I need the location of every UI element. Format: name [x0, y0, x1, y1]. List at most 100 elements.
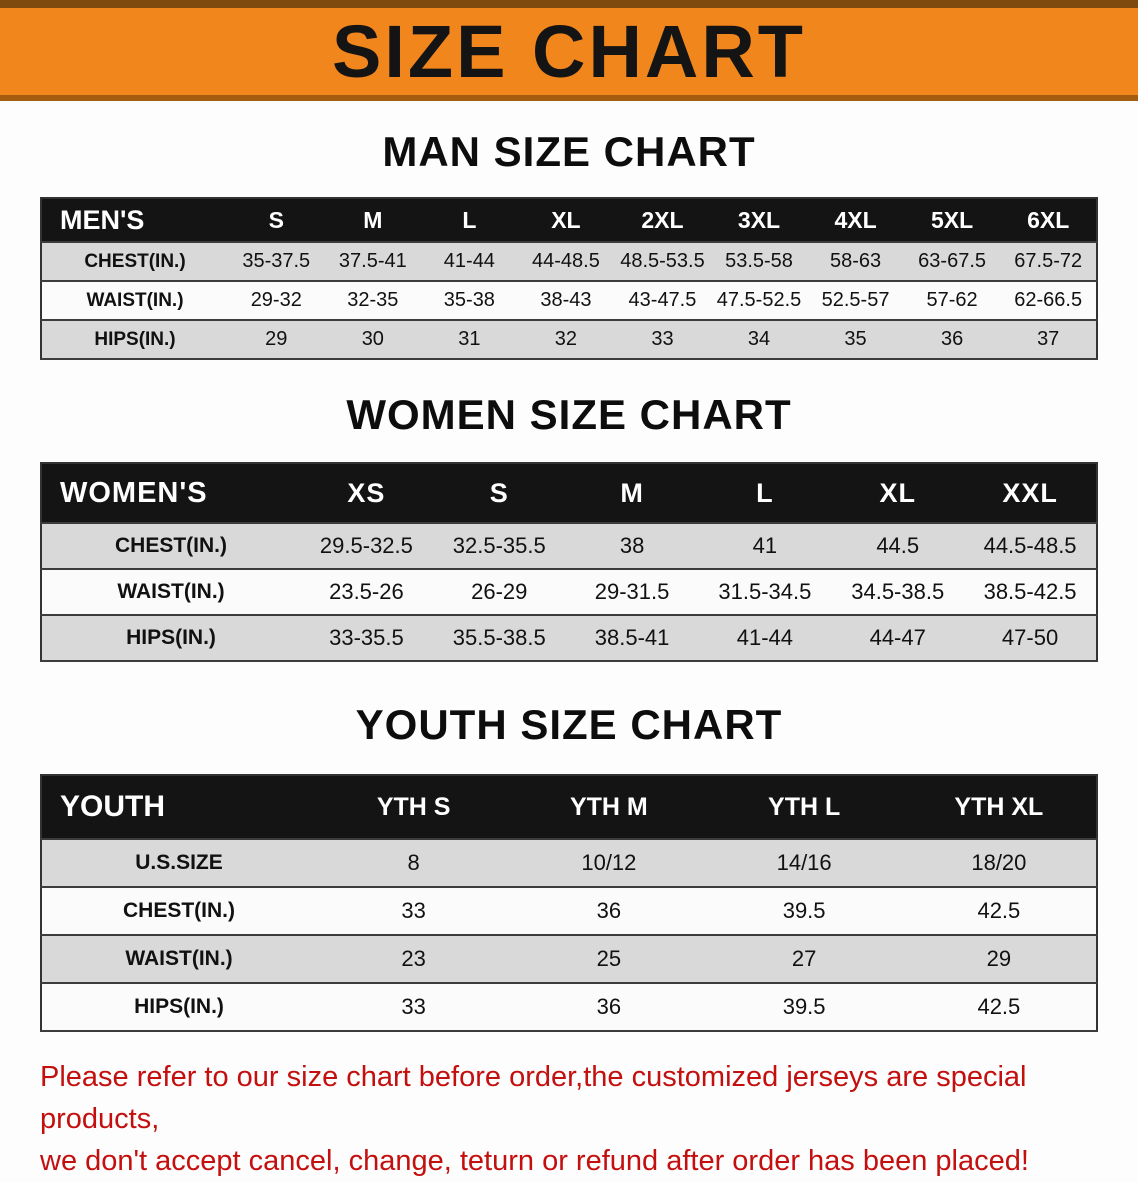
size-value: 62-66.5	[1000, 280, 1097, 321]
size-value: 31.5-34.5	[698, 568, 832, 616]
man-size-chart-heading: MAN SIZE CHART	[382, 128, 756, 175]
size-value: 35.5-38.5	[432, 614, 566, 662]
men-size-table: MEN'S S M L XL 2XL 3XL 4XL 5XL 6XL CHEST(IN.) 35-37…	[40, 197, 1098, 360]
size-value: 29-31.5	[565, 568, 699, 616]
table-corner-label: WOMEN'S	[41, 463, 300, 523]
size-column-header: 3XL	[710, 198, 808, 242]
table-row: WAIST(IN.) 23.5-26 26-29 29-31.5 31.5-34.5 34…	[41, 568, 1097, 616]
size-column-header: L	[698, 463, 832, 523]
size-value: 23.5-26	[300, 568, 433, 616]
size-value: 52.5-57	[807, 280, 904, 321]
table-header-row: MEN'S S M L XL 2XL 3XL 4XL 5XL 6XL	[41, 198, 1097, 242]
table-row: HIPS(IN.) 29 30 31 32 33 34 35 36 37	[41, 319, 1097, 360]
size-value: 35	[807, 319, 904, 360]
youth-size-table: YOUTH YTH S YTH M YTH L YTH XL U.S.SIZE 8 10/12…	[40, 774, 1098, 1032]
size-value: 29-32	[228, 280, 325, 321]
size-value: 34.5-38.5	[831, 568, 965, 616]
disclaimer-line-2: we don't accept cancel, change, teturn o…	[40, 1145, 1029, 1178]
size-value: 47-50	[964, 614, 1097, 662]
size-value: 39.5	[706, 886, 902, 936]
table-row: CHEST(IN.) 35-37.5 37.5-41 41-44 44-48.5 48.5…	[41, 241, 1097, 282]
size-value: 42.5	[901, 886, 1097, 936]
size-value: 29.5-32.5	[300, 522, 433, 570]
table-header-row: WOMEN'S XS S M L XL XXL	[41, 463, 1097, 523]
row-label: CHEST(IN.)	[41, 241, 228, 282]
size-value: 35-37.5	[228, 241, 325, 282]
size-value: 41-44	[698, 614, 832, 662]
women-size-table: WOMEN'S XS S M L XL XXL CHEST(IN.) 29.5-32.5 32.5…	[40, 462, 1098, 662]
disclaimer-line-1: Please refer to our size chart before or…	[40, 1061, 1027, 1136]
size-column-header: YTH XL	[901, 775, 1097, 839]
size-column-header: 2XL	[614, 198, 711, 242]
size-value: 58-63	[807, 241, 904, 282]
row-label: HIPS(IN.)	[41, 614, 300, 662]
size-column-header: XL	[831, 463, 965, 523]
size-value: 39.5	[706, 982, 902, 1032]
size-value: 18/20	[901, 838, 1097, 888]
size-column-header: XS	[300, 463, 433, 523]
size-value: 41	[698, 522, 832, 570]
size-column-header: L	[421, 198, 518, 242]
size-value: 31	[421, 319, 518, 360]
size-value: 36	[511, 982, 707, 1032]
row-label: CHEST(IN.)	[41, 522, 300, 570]
size-value: 44-48.5	[517, 241, 615, 282]
table-row: WAIST(IN.) 23 25 27 29	[41, 934, 1097, 984]
disclaimer: Please refer to our size chart before or…	[40, 1056, 1138, 1182]
size-column-header: 6XL	[1000, 198, 1097, 242]
size-value: 67.5-72	[1000, 241, 1097, 282]
size-column-header: YTH S	[316, 775, 512, 839]
size-value: 48.5-53.5	[614, 241, 711, 282]
size-value: 41-44	[421, 241, 518, 282]
size-value: 34	[710, 319, 808, 360]
size-value: 38.5-41	[565, 614, 699, 662]
size-column-header: S	[432, 463, 566, 523]
table-corner-label: MEN'S	[41, 198, 228, 242]
row-label: WAIST(IN.)	[41, 934, 316, 984]
size-value: 35-38	[421, 280, 518, 321]
table-row: U.S.SIZE 8 10/12 14/16 18/20	[41, 838, 1097, 888]
size-value: 36	[511, 886, 707, 936]
size-value: 63-67.5	[903, 241, 1001, 282]
size-value: 57-62	[903, 280, 1001, 321]
table-row: WAIST(IN.) 29-32 32-35 35-38 38-43 43-47.5 47.…	[41, 280, 1097, 321]
table-row: CHEST(IN.) 33 36 39.5 42.5	[41, 886, 1097, 936]
size-value: 27	[706, 934, 902, 984]
size-value: 44.5	[831, 522, 965, 570]
size-value: 32	[517, 319, 615, 360]
size-value: 37.5-41	[324, 241, 422, 282]
size-column-header: S	[228, 198, 325, 242]
size-value: 32.5-35.5	[432, 522, 566, 570]
size-value: 10/12	[511, 838, 707, 888]
size-value: 53.5-58	[710, 241, 808, 282]
row-label: WAIST(IN.)	[41, 280, 228, 321]
size-value: 14/16	[706, 838, 902, 888]
size-value: 36	[903, 319, 1001, 360]
size-column-header: YTH L	[706, 775, 902, 839]
page-title: SIZE CHART	[332, 9, 806, 93]
size-column-header: XXL	[964, 463, 1097, 523]
size-column-header: 5XL	[903, 198, 1001, 242]
row-label: CHEST(IN.)	[41, 886, 316, 936]
size-value: 29	[901, 934, 1097, 984]
size-value: 37	[1000, 319, 1097, 360]
size-value: 44.5-48.5	[964, 522, 1097, 570]
size-value: 29	[228, 319, 325, 360]
row-label: HIPS(IN.)	[41, 319, 228, 360]
size-value: 33	[316, 982, 512, 1032]
size-value: 47.5-52.5	[710, 280, 808, 321]
size-value: 25	[511, 934, 707, 984]
size-value: 38.5-42.5	[964, 568, 1097, 616]
row-label: HIPS(IN.)	[41, 982, 316, 1032]
row-label: WAIST(IN.)	[41, 568, 300, 616]
size-value: 33-35.5	[300, 614, 433, 662]
youth-size-chart-heading: YOUTH SIZE CHART	[355, 701, 783, 748]
size-value: 30	[324, 319, 422, 360]
women-size-chart-heading: WOMEN SIZE CHART	[346, 391, 792, 438]
size-value: 44-47	[831, 614, 965, 662]
size-column-header: M	[324, 198, 422, 242]
table-row: CHEST(IN.) 29.5-32.5 32.5-35.5 38 41 44.5 44.5…	[41, 522, 1097, 570]
size-value: 26-29	[432, 568, 566, 616]
size-column-header: 4XL	[807, 198, 904, 242]
table-header-row: YOUTH YTH S YTH M YTH L YTH XL	[41, 775, 1097, 839]
